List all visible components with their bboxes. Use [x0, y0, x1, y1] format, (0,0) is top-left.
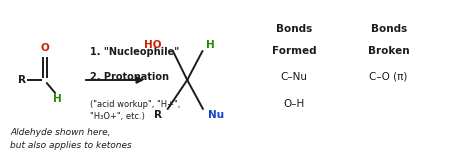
- Text: ("acid workup", "H+",
"H₃O+", etc.): ("acid workup", "H+", "H₃O+", etc.): [90, 100, 181, 121]
- Text: Bonds: Bonds: [276, 24, 312, 34]
- Text: H: H: [206, 40, 215, 50]
- Text: Broken: Broken: [368, 46, 410, 56]
- Text: O–H: O–H: [283, 99, 304, 109]
- Text: C–O (π): C–O (π): [370, 72, 408, 82]
- Text: 1. "Nucleophile": 1. "Nucleophile": [90, 47, 179, 57]
- Text: O: O: [41, 43, 49, 53]
- Text: R: R: [154, 110, 162, 120]
- Text: H: H: [53, 94, 61, 104]
- Text: 2. Protonation: 2. Protonation: [90, 72, 169, 82]
- Text: Aldehyde shown here,
but also applies to ketones: Aldehyde shown here, but also applies to…: [10, 128, 132, 150]
- Text: HO: HO: [144, 40, 161, 50]
- Text: Nu: Nu: [208, 110, 224, 120]
- Text: Formed: Formed: [272, 46, 316, 56]
- Text: R: R: [18, 75, 26, 85]
- Text: Bonds: Bonds: [371, 24, 407, 34]
- Text: C–Nu: C–Nu: [281, 72, 307, 82]
